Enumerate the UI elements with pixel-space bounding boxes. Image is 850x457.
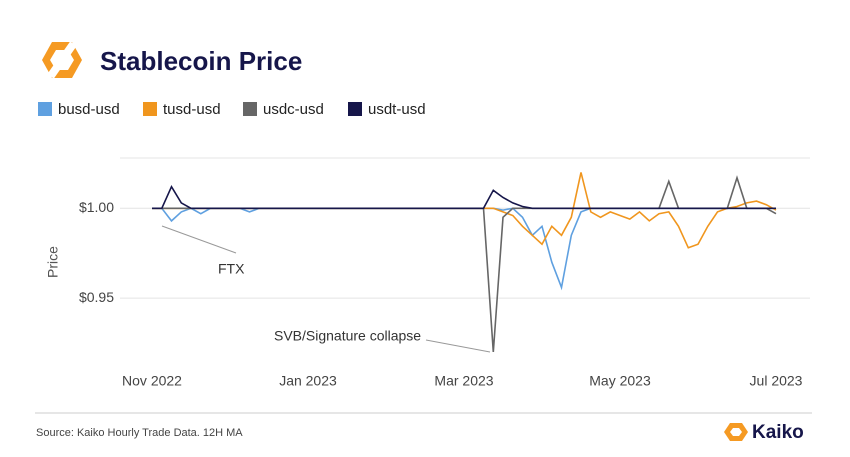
x-tick-label: Jul 2023 [750,373,803,389]
y-tick-label: $1.00 [79,199,114,215]
brand-name: Kaiko [752,422,804,443]
legend-swatch [243,102,257,116]
chart-title: Stablecoin Price [100,46,302,76]
annotation: FTX [218,261,245,277]
logo [42,41,82,79]
source-note: Source: Kaiko Hourly Trade Data. 12H MA [36,427,243,439]
x-tick-label: Mar 2023 [434,373,493,389]
legend-label: usdc-usd [263,101,324,118]
series-line [152,175,777,353]
x-tick-label: Jan 2023 [279,373,337,389]
legend-label: busd-usd [58,101,120,118]
brand-logo [724,423,748,441]
series-line [152,207,776,291]
legend-label: tusd-usd [163,101,221,118]
legend-swatch [143,102,157,116]
x-tick-label: Nov 2022 [122,373,182,389]
annotation-pointer [161,225,237,254]
x-tick-label: May 2023 [589,373,651,389]
y-axis-label: Price [45,246,61,278]
annotation-pointer [425,339,491,353]
series-line [152,184,776,210]
legend-swatch [348,102,362,116]
legend: busd-usd tusd-usd usdc-usd usdt-usd [38,101,426,118]
plot-area: $0.95 $1.00 Nov 2022 Jan 2023 Mar 2023 May 20… [79,157,810,389]
annotation: SVB/Signature collapse [274,328,421,344]
legend-label: usdt-usd [368,101,426,118]
legend-swatch [38,102,52,116]
y-tick-label: $0.95 [79,289,114,305]
